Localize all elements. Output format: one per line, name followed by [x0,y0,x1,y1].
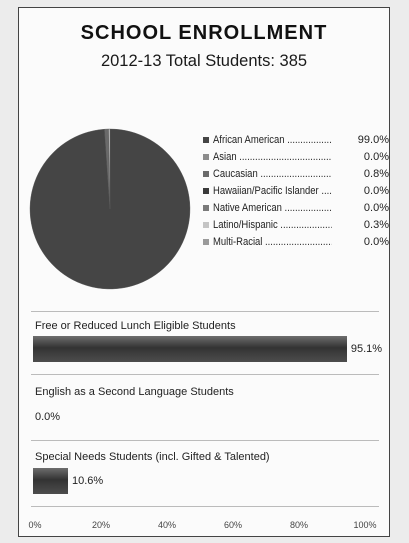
bar-track-esl: 0.0% [33,402,363,428]
legend-label: Native American ........................… [213,201,332,214]
legend-item: Native American ........................… [203,199,389,216]
bar-label-lunch: Free or Reduced Lunch Eligible Students [35,320,236,332]
x-tick-label: 40% [157,520,177,530]
section-divider [31,374,379,375]
legend-item: Asian ..................................… [203,148,389,165]
legend-swatch [203,187,209,194]
legend-value: 0.3% [363,218,389,231]
legend-label: Hawaiian/Pacific Islander ..............… [213,184,332,197]
legend-value: 0.0% [363,201,389,214]
x-tick-label: 100% [353,520,377,530]
legend-item: Latino/Hispanic ........................… [203,216,389,233]
bar-special-needs [33,468,68,494]
x-tick-label: 20% [91,520,111,530]
legend-item: Multi-Racial ...........................… [203,233,389,250]
enrollment-card: SCHOOL ENROLLMENT 2012-13 Total Students… [18,7,390,537]
legend-swatch [203,204,209,211]
bar-value-special-needs: 10.6% [71,475,104,487]
legend-value: 0.0% [363,184,389,197]
x-tick-label: 0% [28,520,42,530]
legend-label: African American .......................… [213,133,332,146]
x-tick-label: 80% [289,520,309,530]
legend-item: African American .......................… [203,131,389,148]
x-axis: 0% 20% 40% 60% 80% 100% [28,520,376,534]
legend-swatch [203,153,209,160]
legend-swatch [203,238,209,245]
legend-swatch [203,170,209,177]
enrollment-pie-chart [29,128,191,290]
legend-label: Latino/Hispanic ........................… [213,218,332,231]
legend-item: Hawaiian/Pacific Islander ..............… [203,182,389,199]
section-divider [31,440,379,441]
bar-value-lunch: 95.1% [350,343,383,355]
legend-swatch [203,136,209,143]
legend-value: 0.0% [363,150,389,163]
bar-lunch [33,336,347,362]
chart-title: SCHOOL ENROLLMENT [80,22,328,44]
pie-legend: African American .......................… [203,131,389,250]
bar-track-special-needs: 10.6% [33,468,363,494]
legend-label: Asian ..................................… [213,150,332,163]
pie-slice-latino-hispanic [108,128,111,210]
bar-label-esl: English as a Second Language Students [35,386,234,398]
bar-value-esl: 0.0% [35,411,61,423]
x-tick-label: 60% [223,520,243,530]
section-divider [31,506,379,507]
legend-item: Caucasian ..............................… [203,165,389,182]
legend-value: 0.8% [363,167,389,180]
legend-label: Multi-Racial ...........................… [213,235,332,248]
legend-label: Caucasian ..............................… [213,167,332,180]
chart-subtitle: 2012-13 Total Students: 385 [100,52,308,70]
legend-value: 99.0% [357,133,389,146]
legend-value: 0.0% [363,235,389,248]
bar-track-lunch: 95.1% [33,336,382,362]
legend-swatch [203,221,209,228]
section-divider [31,311,379,312]
bar-label-special-needs: Special Needs Students (incl. Gifted & T… [35,451,270,463]
